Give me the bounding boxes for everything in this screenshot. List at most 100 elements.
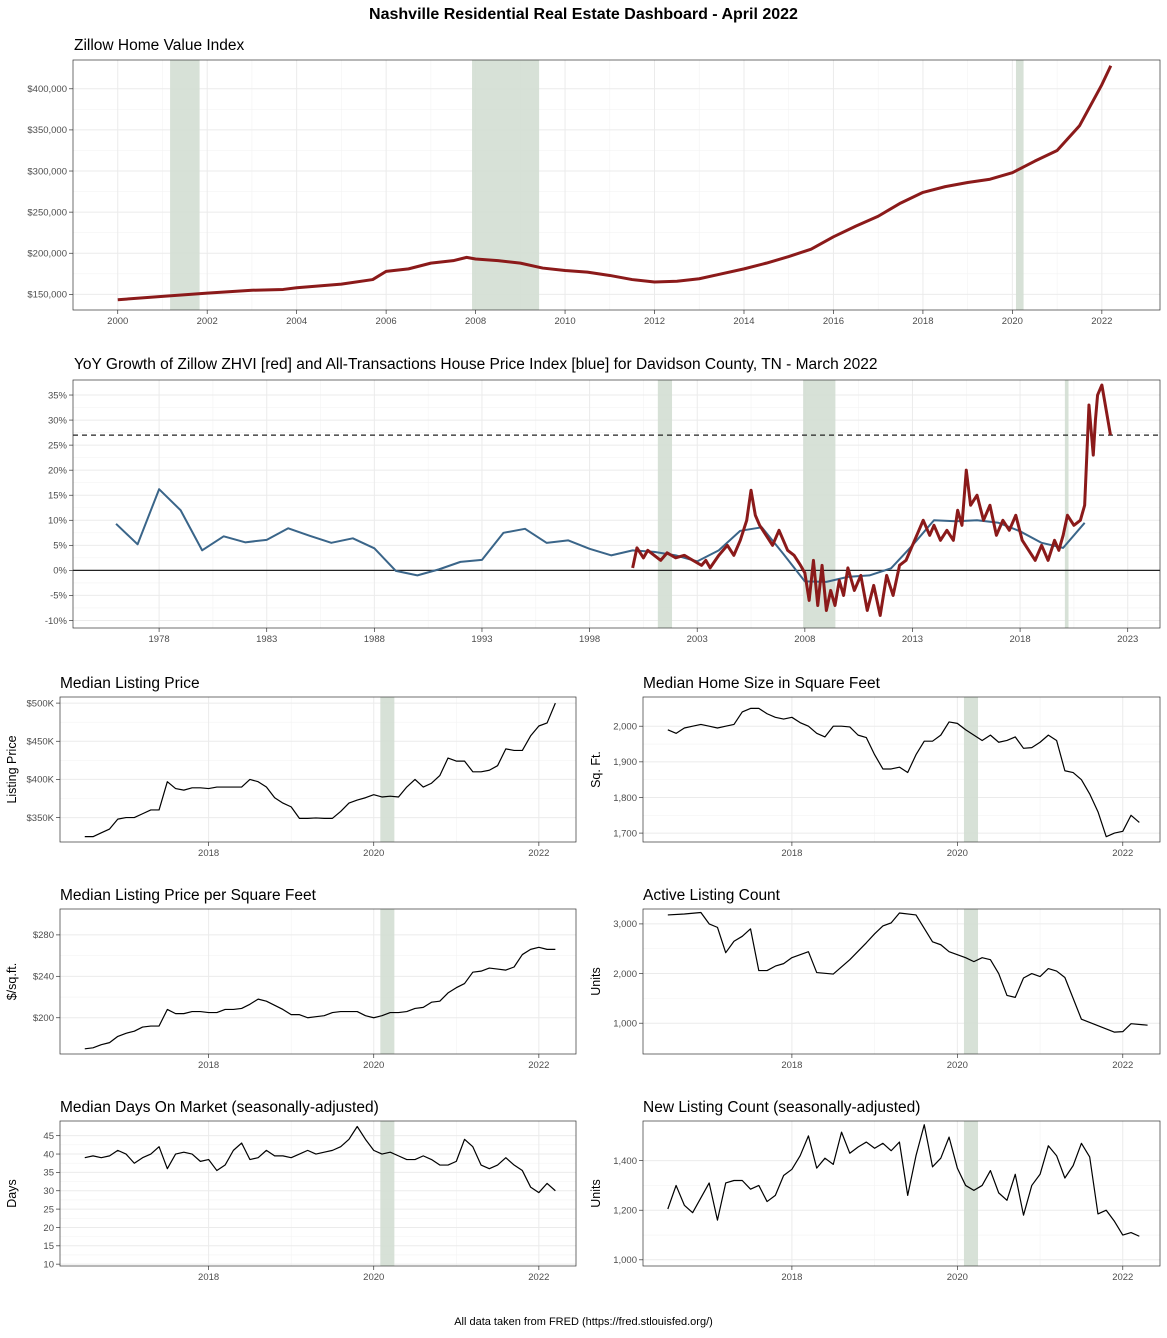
x-tick-label: 2006 bbox=[376, 316, 397, 327]
x-tick-label: 2023 bbox=[1117, 634, 1138, 645]
x-tick-label: 2012 bbox=[644, 316, 665, 327]
y-tick-label: 15 bbox=[43, 1241, 54, 1252]
days-on-market-chart: Median Days On Market (seasonally-adjust… bbox=[5, 1099, 577, 1283]
y-tick-label: 10 bbox=[43, 1259, 54, 1270]
y-axis-label: Units bbox=[589, 1179, 603, 1207]
y-tick-label: 45 bbox=[43, 1131, 54, 1142]
y-tick-label: $400K bbox=[27, 775, 55, 786]
chart-title: Active Listing Count bbox=[643, 887, 781, 904]
y-tick-label: -10% bbox=[45, 616, 68, 627]
chart-title: Median Listing Price per Square Feet bbox=[60, 887, 317, 904]
x-tick-label: 2022 bbox=[528, 848, 549, 859]
plot-border bbox=[72, 379, 1161, 629]
gridlines bbox=[60, 697, 576, 842]
x-tick-label: 1998 bbox=[579, 634, 600, 645]
x-tick-label: 2013 bbox=[902, 634, 923, 645]
series-line bbox=[667, 707, 1140, 838]
y-tick-label: $300,000 bbox=[27, 166, 67, 177]
x-tick-label: 2020 bbox=[947, 848, 968, 859]
gridlines bbox=[643, 1121, 1160, 1266]
y-tick-label: $250,000 bbox=[27, 207, 67, 218]
x-tick-label: 2022 bbox=[1112, 848, 1133, 859]
y-tick-label: $350,000 bbox=[27, 125, 67, 136]
y-tick-label: $280 bbox=[33, 930, 54, 941]
plot-border bbox=[72, 59, 1161, 311]
x-tick-label: 1978 bbox=[149, 634, 170, 645]
series-line bbox=[84, 702, 556, 838]
y-tick-label: $450K bbox=[27, 737, 55, 748]
y-axis-label: Listing Price bbox=[5, 735, 19, 803]
y-axis-label: $/sq.ft. bbox=[5, 963, 19, 1001]
chart-title: Median Listing Price bbox=[60, 675, 200, 692]
chart-title: Zillow Home Value Index bbox=[74, 37, 245, 54]
data-source-footer: All data taken from FRED (https://fred.s… bbox=[454, 1316, 713, 1328]
x-tick-label: 2018 bbox=[1010, 634, 1031, 645]
y-tick-label: 25% bbox=[48, 440, 68, 451]
recession-band bbox=[657, 380, 673, 628]
y-tick-label: 1,000 bbox=[613, 1255, 637, 1266]
x-tick-label: 2022 bbox=[1112, 1272, 1133, 1283]
series-line bbox=[667, 911, 1148, 1033]
y-tick-label: 1,400 bbox=[613, 1156, 637, 1167]
y-tick-label: $350K bbox=[27, 813, 55, 824]
x-tick-label: 1983 bbox=[256, 634, 277, 645]
y-tick-label: 20% bbox=[48, 465, 68, 476]
plot-border bbox=[642, 1120, 1161, 1267]
y-tick-label: $500K bbox=[27, 698, 55, 709]
y-tick-label: 1,200 bbox=[613, 1206, 637, 1217]
plot-background bbox=[60, 909, 576, 1054]
x-tick-label: 2022 bbox=[1112, 1060, 1133, 1071]
x-tick-label: 2020 bbox=[1002, 316, 1023, 327]
dashboard-title: Nashville Residential Real Estate Dashbo… bbox=[369, 6, 798, 23]
series-line bbox=[631, 383, 1112, 617]
plot-background bbox=[73, 380, 1160, 628]
x-tick-label: 2008 bbox=[465, 316, 486, 327]
x-tick-label: 2022 bbox=[1091, 316, 1112, 327]
recession-band bbox=[380, 909, 395, 1054]
y-tick-label: 30% bbox=[48, 415, 68, 426]
y-tick-label: 35 bbox=[43, 1168, 54, 1179]
recession-band bbox=[963, 697, 979, 842]
chart-title: Median Home Size in Square Feet bbox=[643, 675, 881, 692]
recession-band bbox=[1064, 380, 1069, 628]
x-tick-label: 2020 bbox=[363, 848, 384, 859]
x-tick-label: 2018 bbox=[781, 1060, 802, 1071]
plot-border bbox=[642, 908, 1161, 1055]
y-tick-label: 1,800 bbox=[613, 793, 637, 804]
x-tick-label: 2004 bbox=[286, 316, 307, 327]
x-tick-label: 2003 bbox=[687, 634, 708, 645]
gridlines bbox=[60, 909, 576, 1054]
recession-band bbox=[963, 1121, 979, 1266]
y-tick-label: 35% bbox=[48, 390, 68, 401]
y-axis-label: Units bbox=[589, 967, 603, 995]
x-tick-label: 2014 bbox=[733, 316, 754, 327]
plot-border bbox=[59, 908, 577, 1055]
plot-border bbox=[59, 696, 577, 843]
y-axis-label: Sq. Ft. bbox=[589, 751, 603, 788]
plot-background bbox=[73, 60, 1160, 310]
x-tick-label: 2018 bbox=[198, 1272, 219, 1283]
price-per-sqft-chart: Median Listing Price per Square Feet 2018… bbox=[5, 887, 577, 1071]
recession-band bbox=[472, 60, 540, 310]
recession-band bbox=[380, 697, 395, 842]
x-tick-label: 2018 bbox=[198, 1060, 219, 1071]
y-tick-label: 0% bbox=[53, 566, 67, 577]
chart-title: YoY Growth of Zillow ZHVI [red] and All-… bbox=[74, 356, 878, 373]
y-tick-label: 25 bbox=[43, 1204, 54, 1215]
y-tick-label: 10% bbox=[48, 516, 68, 527]
x-tick-label: 2008 bbox=[794, 634, 815, 645]
series-line bbox=[84, 1125, 556, 1194]
y-tick-label: 1,000 bbox=[613, 1019, 637, 1030]
x-tick-label: 2018 bbox=[198, 848, 219, 859]
chart-title: New Listing Count (seasonally-adjusted) bbox=[643, 1099, 920, 1116]
recession-band bbox=[963, 909, 979, 1054]
y-tick-label: 1,900 bbox=[613, 757, 637, 768]
x-tick-label: 2018 bbox=[912, 316, 933, 327]
chart-title: Median Days On Market (seasonally-adjust… bbox=[60, 1099, 379, 1116]
x-tick-label: 2016 bbox=[823, 316, 844, 327]
x-tick-label: 2020 bbox=[363, 1272, 384, 1283]
median-home-size-chart: Median Home Size in Square Feet 2018 2020 2… bbox=[589, 675, 1161, 859]
x-tick-label: 2020 bbox=[363, 1060, 384, 1071]
x-tick-label: 2018 bbox=[781, 1272, 802, 1283]
x-tick-label: 2010 bbox=[554, 316, 575, 327]
